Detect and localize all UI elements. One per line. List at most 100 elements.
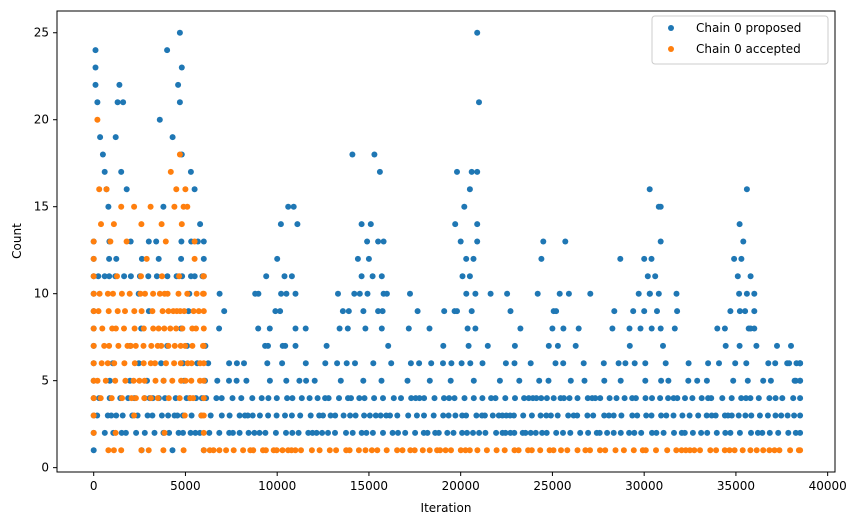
data-point [142, 290, 148, 297]
data-point [543, 395, 550, 402]
data-point [122, 377, 129, 384]
data-point [158, 412, 165, 419]
data-point [370, 360, 377, 367]
data-point [468, 168, 475, 175]
data-point [148, 342, 155, 349]
data-point [292, 447, 299, 454]
data-point [673, 290, 680, 297]
data-point [398, 395, 404, 402]
data-point [292, 325, 299, 332]
data-point [658, 412, 665, 419]
data-point [281, 273, 288, 280]
data-point [165, 412, 172, 419]
data-point [152, 377, 159, 384]
data-point [464, 325, 471, 332]
data-point [236, 429, 243, 436]
data-point [713, 429, 720, 436]
data-point [698, 395, 705, 402]
data-point [364, 238, 371, 245]
data-point [407, 360, 414, 367]
data-point [110, 290, 116, 297]
data-point [461, 203, 468, 210]
data-point [343, 360, 350, 367]
data-point [581, 377, 588, 384]
data-point [116, 81, 123, 88]
data-point [173, 325, 180, 332]
data-point [336, 325, 343, 332]
data-point [184, 290, 191, 297]
data-point [694, 377, 701, 384]
data-point [90, 290, 97, 297]
data-point [181, 308, 188, 315]
data-point [629, 412, 636, 419]
y-tick-label: 20 [34, 113, 49, 127]
data-point [482, 429, 489, 436]
data-point [615, 360, 622, 367]
data-point [621, 395, 628, 402]
data-point [736, 308, 743, 315]
data-point [158, 342, 165, 349]
data-point [550, 447, 557, 454]
data-point [538, 255, 545, 262]
data-point [712, 412, 719, 419]
data-point [430, 412, 437, 419]
legend-label-proposed: Chain 0 proposed [696, 21, 801, 35]
data-point [378, 325, 385, 332]
data-point [369, 273, 376, 280]
data-point [797, 447, 804, 454]
data-point [354, 255, 361, 262]
x-tick-label: 25000 [533, 479, 571, 493]
data-point [682, 447, 689, 454]
data-point [345, 308, 352, 315]
data-point [502, 395, 509, 402]
data-point [611, 308, 618, 315]
data-point [454, 308, 460, 315]
data-point [657, 325, 664, 332]
data-point [180, 429, 186, 436]
data-point [177, 342, 184, 349]
data-point [216, 447, 223, 454]
data-point [200, 238, 207, 245]
data-point [213, 395, 220, 402]
data-point [567, 377, 574, 384]
data-point [671, 325, 678, 332]
data-point [472, 325, 479, 332]
data-point [118, 290, 125, 297]
data-point [642, 377, 649, 384]
data-point [459, 273, 466, 280]
data-point [141, 395, 148, 402]
data-point [272, 429, 279, 436]
data-point [533, 395, 540, 402]
data-point [114, 99, 121, 106]
data-point [779, 395, 786, 402]
data-point [618, 412, 625, 419]
data-point [575, 325, 582, 332]
data-point [641, 255, 648, 262]
data-point [797, 395, 804, 402]
data-point [92, 47, 99, 54]
data-point [279, 360, 286, 367]
data-point [153, 238, 160, 245]
data-point [476, 429, 483, 436]
data-point [191, 255, 198, 262]
data-point [536, 377, 543, 384]
data-point [612, 447, 619, 454]
data-point [263, 273, 270, 280]
data-point [164, 290, 171, 297]
data-point [307, 412, 314, 419]
data-point [131, 360, 138, 367]
data-point [278, 290, 285, 297]
data-point [145, 238, 152, 245]
data-point [539, 429, 546, 436]
data-point [94, 116, 101, 123]
data-point [670, 412, 677, 419]
data-point [265, 342, 271, 349]
x-tick-label: 10000 [258, 479, 296, 493]
data-point [658, 377, 665, 384]
data-point [178, 255, 185, 262]
data-point [152, 360, 158, 367]
data-point [786, 360, 793, 367]
data-point [369, 429, 376, 436]
data-point [574, 395, 581, 402]
data-point [262, 429, 269, 436]
